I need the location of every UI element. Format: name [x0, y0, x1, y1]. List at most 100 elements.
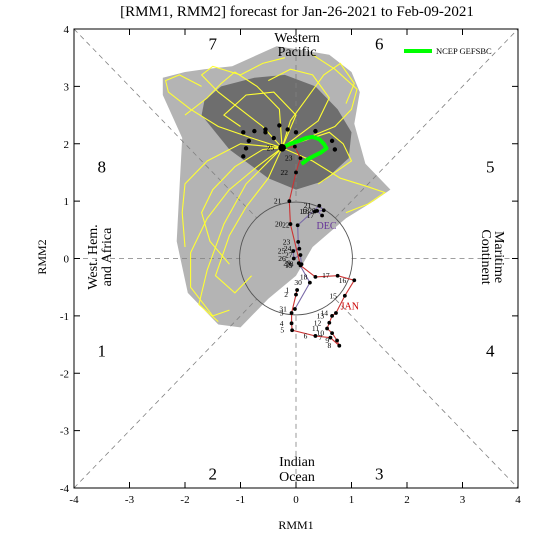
- member-endpoint: [243, 146, 249, 151]
- day-label: 1: [285, 286, 289, 295]
- y-tick-label: 2: [64, 139, 70, 151]
- day-label: 16: [339, 276, 347, 285]
- day-label: 13: [317, 311, 325, 320]
- observed-point: [291, 256, 296, 261]
- x-tick-label: -2: [180, 494, 189, 506]
- unit-circle: [239, 201, 353, 316]
- ensemble-mean-line: [281, 134, 329, 166]
- month-label: JAN: [341, 302, 359, 313]
- day-label: 23: [283, 237, 291, 246]
- observed-point: [313, 334, 318, 338]
- phase-guides: [73, 28, 519, 489]
- forecast-start-point: [278, 143, 286, 152]
- day-label: 2: [284, 290, 288, 299]
- chart-title: [RMM1, RMM2] forecast for Jan-26-2021 to…: [120, 4, 474, 20]
- x-tick-label: -1: [236, 494, 245, 506]
- member-trajectory: [281, 62, 355, 148]
- observed-point: [325, 326, 329, 331]
- day-label: 28: [286, 260, 294, 269]
- y-tick-label: -2: [60, 368, 69, 380]
- observed-point: [352, 278, 357, 283]
- day-label: 30: [294, 278, 302, 287]
- observed-point: [317, 203, 322, 208]
- day-label: 20: [308, 206, 316, 215]
- observed-point: [328, 335, 333, 340]
- day-label: 4: [280, 319, 284, 328]
- ensemble-mean: [241, 123, 338, 166]
- month-label: DEC: [317, 221, 337, 232]
- observed-point: [288, 222, 293, 226]
- phase-label: 5: [486, 158, 495, 177]
- day-label: 6: [304, 331, 308, 340]
- day-label: 29: [283, 259, 291, 268]
- observed-point: [312, 209, 317, 214]
- phase-label: 1: [98, 341, 107, 360]
- region-indian-ocean-line1: Indian: [279, 455, 315, 470]
- day-label: 3: [280, 309, 284, 318]
- region-western-pacific-line1: Western: [274, 31, 320, 46]
- phase-boundary-line: [335, 28, 519, 219]
- member-endpoint: [271, 135, 276, 141]
- x-tick-label: 4: [515, 494, 521, 506]
- observed-point: [290, 328, 295, 333]
- observed-point: [307, 280, 312, 285]
- observed-point: [313, 274, 318, 279]
- day-label: 18: [300, 272, 308, 281]
- x-tick-label: 2: [404, 494, 410, 506]
- ensemble-members: [164, 54, 387, 323]
- phase-boundary-line: [73, 298, 257, 489]
- observed-point: [296, 239, 301, 244]
- member-trajectory: [201, 147, 283, 265]
- y-tick-label: -1: [60, 311, 69, 323]
- y-axis-label: RMM2: [35, 239, 49, 274]
- day-label: 25: [267, 143, 275, 152]
- day-label: 17: [307, 211, 315, 220]
- phase-label: 8: [98, 158, 107, 177]
- observed-point: [298, 253, 303, 257]
- day-label: 24: [284, 244, 292, 253]
- phase-label: 2: [209, 465, 218, 484]
- observed-point: [291, 249, 296, 253]
- x-tick-label: 3: [460, 494, 466, 506]
- region-indian-ocean-line2: Ocean: [279, 470, 315, 485]
- y-tick-label: -4: [60, 483, 70, 495]
- member-trajectory: [268, 68, 330, 149]
- observed-point: [294, 170, 298, 175]
- observed-point: [334, 311, 338, 315]
- member-trajectory: [200, 57, 286, 149]
- day-label: 25: [278, 247, 286, 256]
- day-label: 14: [320, 309, 328, 318]
- observed-point: [330, 331, 334, 335]
- region-western-pacific-line2: Pacific: [278, 45, 317, 60]
- observed-point: [287, 199, 292, 204]
- observed-point: [335, 273, 340, 278]
- member-trajectory: [281, 147, 387, 214]
- member-trajectory: [214, 147, 283, 294]
- day-label: 27: [285, 251, 293, 260]
- x-tick-label: -4: [69, 494, 79, 506]
- y-tick-label: 3: [64, 81, 70, 93]
- member-endpoint: [241, 154, 246, 159]
- day-label: 31: [279, 304, 287, 313]
- y-tick-label: 4: [64, 24, 70, 36]
- phase-label: 3: [375, 465, 384, 484]
- observed-point: [327, 320, 332, 325]
- member-endpoint: [263, 127, 268, 132]
- day-label: 23: [285, 154, 293, 163]
- member-endpoint: [285, 127, 290, 132]
- day-label: 18: [302, 206, 310, 215]
- member-endpoint: [332, 147, 338, 152]
- member-endpoint: [277, 123, 282, 128]
- observed-point: [294, 292, 298, 297]
- day-label: 5: [280, 326, 284, 335]
- inner-spread-area: [201, 74, 352, 190]
- x-tick-label: -3: [125, 494, 135, 506]
- observed-point: [320, 213, 324, 218]
- day-label: 20: [275, 220, 283, 229]
- x-tick-label: 1: [349, 494, 355, 506]
- region-maritime-line2: Continent: [478, 229, 493, 284]
